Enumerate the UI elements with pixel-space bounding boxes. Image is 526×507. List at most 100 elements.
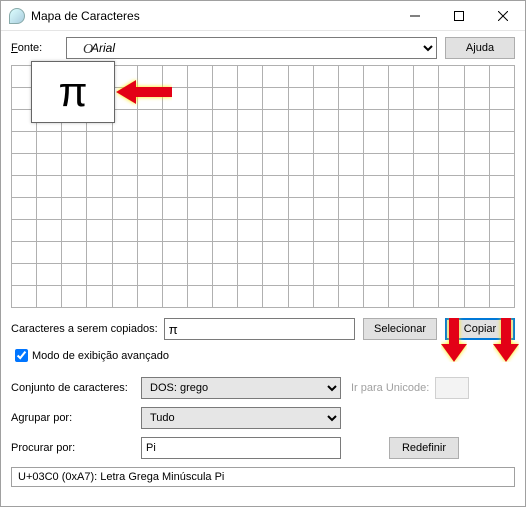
minimize-button[interactable]	[393, 1, 437, 31]
grid-cell[interactable]	[338, 176, 363, 198]
grid-cell[interactable]	[62, 242, 87, 264]
grid-cell[interactable]	[288, 198, 313, 220]
grid-cell[interactable]	[464, 88, 489, 110]
grid-cell[interactable]	[137, 132, 162, 154]
grid-cell[interactable]	[137, 176, 162, 198]
grid-cell[interactable]	[187, 88, 212, 110]
grid-cell[interactable]	[62, 176, 87, 198]
grid-cell[interactable]	[489, 88, 514, 110]
grid-cell[interactable]	[389, 176, 414, 198]
grid-cell[interactable]	[137, 220, 162, 242]
grid-cell[interactable]	[464, 286, 489, 308]
grid-cell[interactable]	[12, 220, 37, 242]
grid-cell[interactable]	[439, 198, 464, 220]
grid-cell[interactable]	[263, 264, 288, 286]
grid-cell[interactable]	[414, 264, 439, 286]
grid-cell[interactable]	[187, 242, 212, 264]
grid-cell[interactable]	[363, 220, 388, 242]
grid-cell[interactable]	[389, 220, 414, 242]
grid-cell[interactable]	[464, 198, 489, 220]
grid-cell[interactable]	[187, 154, 212, 176]
grid-cell[interactable]	[338, 66, 363, 88]
grid-cell[interactable]	[489, 242, 514, 264]
grid-cell[interactable]	[439, 88, 464, 110]
grid-cell[interactable]	[338, 264, 363, 286]
grid-cell[interactable]	[238, 198, 263, 220]
grid-cell[interactable]	[338, 198, 363, 220]
reset-button[interactable]: Redefinir	[389, 437, 459, 459]
grid-cell[interactable]	[238, 66, 263, 88]
grid-cell[interactable]	[162, 176, 187, 198]
grid-cell[interactable]	[213, 264, 238, 286]
grid-cell[interactable]	[439, 154, 464, 176]
grid-cell[interactable]	[87, 220, 112, 242]
grid-cell[interactable]	[213, 176, 238, 198]
grid-cell[interactable]	[263, 110, 288, 132]
grid-cell[interactable]	[389, 110, 414, 132]
grid-cell[interactable]	[37, 242, 62, 264]
grid-cell[interactable]	[112, 132, 137, 154]
grid-cell[interactable]	[489, 198, 514, 220]
grid-cell[interactable]	[238, 154, 263, 176]
search-input[interactable]	[141, 437, 341, 459]
grid-cell[interactable]	[213, 286, 238, 308]
grid-cell[interactable]	[238, 88, 263, 110]
grid-cell[interactable]	[87, 242, 112, 264]
grid-cell[interactable]	[313, 132, 338, 154]
grid-cell[interactable]	[338, 110, 363, 132]
grid-cell[interactable]	[12, 132, 37, 154]
grid-cell[interactable]	[238, 220, 263, 242]
grid-cell[interactable]	[62, 220, 87, 242]
grid-cell[interactable]	[464, 176, 489, 198]
grid-cell[interactable]	[288, 88, 313, 110]
grid-cell[interactable]	[263, 242, 288, 264]
grid-cell[interactable]	[288, 66, 313, 88]
grid-cell[interactable]	[389, 88, 414, 110]
grid-cell[interactable]	[137, 286, 162, 308]
grid-cell[interactable]	[62, 264, 87, 286]
grid-cell[interactable]	[414, 132, 439, 154]
grid-cell[interactable]	[489, 264, 514, 286]
help-button[interactable]: Ajuda	[445, 37, 515, 59]
grid-cell[interactable]	[12, 176, 37, 198]
grid-cell[interactable]	[464, 242, 489, 264]
grid-cell[interactable]	[137, 110, 162, 132]
grid-cell[interactable]	[137, 198, 162, 220]
advanced-view-checkbox[interactable]	[15, 349, 28, 362]
grid-cell[interactable]	[112, 110, 137, 132]
grid-cell[interactable]	[439, 286, 464, 308]
grid-cell[interactable]	[363, 198, 388, 220]
grid-cell[interactable]	[238, 286, 263, 308]
grid-cell[interactable]	[263, 66, 288, 88]
grid-cell[interactable]	[439, 110, 464, 132]
grid-cell[interactable]	[37, 198, 62, 220]
grid-cell[interactable]	[489, 220, 514, 242]
grid-cell[interactable]	[263, 154, 288, 176]
grid-cell[interactable]	[12, 286, 37, 308]
grid-cell[interactable]	[363, 154, 388, 176]
grid-cell[interactable]	[338, 132, 363, 154]
characters-to-copy-input[interactable]	[164, 318, 355, 340]
grid-cell[interactable]	[112, 154, 137, 176]
grid-cell[interactable]	[414, 88, 439, 110]
grid-cell[interactable]	[162, 242, 187, 264]
grid-cell[interactable]	[213, 132, 238, 154]
grid-cell[interactable]	[439, 176, 464, 198]
grid-cell[interactable]	[363, 264, 388, 286]
grid-cell[interactable]	[414, 154, 439, 176]
grid-cell[interactable]	[162, 286, 187, 308]
grid-cell[interactable]	[62, 154, 87, 176]
grid-cell[interactable]	[464, 264, 489, 286]
groupby-select[interactable]: Tudo	[141, 407, 341, 429]
grid-cell[interactable]	[389, 264, 414, 286]
grid-cell[interactable]	[414, 220, 439, 242]
grid-cell[interactable]	[489, 110, 514, 132]
grid-cell[interactable]	[263, 198, 288, 220]
grid-cell[interactable]	[238, 132, 263, 154]
grid-cell[interactable]	[37, 286, 62, 308]
grid-cell[interactable]	[37, 264, 62, 286]
grid-cell[interactable]	[263, 132, 288, 154]
grid-cell[interactable]	[389, 242, 414, 264]
grid-cell[interactable]	[288, 154, 313, 176]
grid-cell[interactable]	[187, 132, 212, 154]
